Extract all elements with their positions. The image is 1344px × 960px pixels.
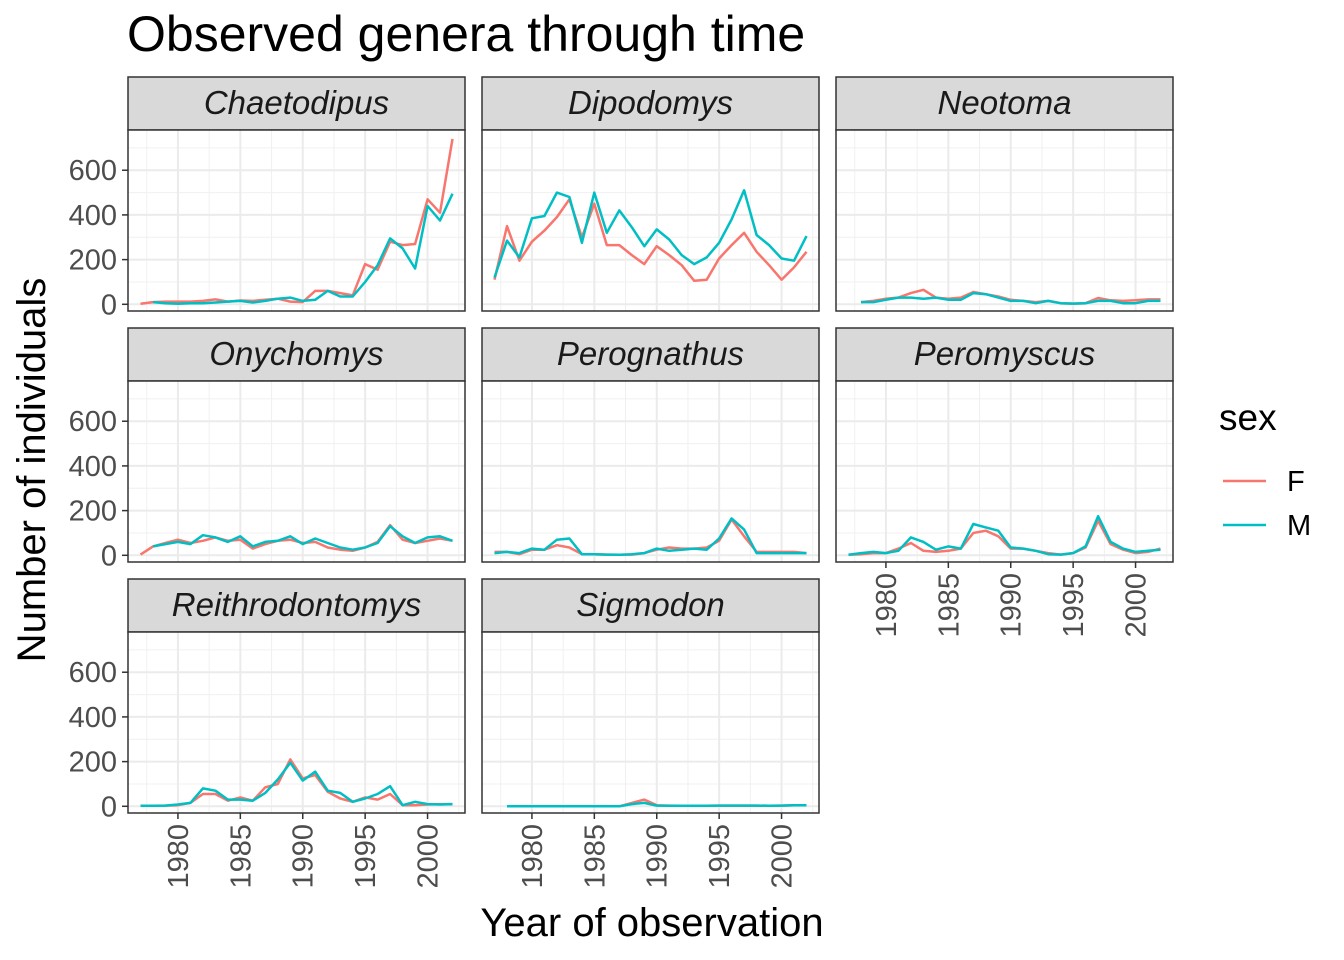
panel-onychomys: Onychomys 0 200 400 600	[69, 327, 466, 572]
panel-perognathus: Perognathus	[481, 327, 820, 563]
panel-peromyscus: Peromyscus 1980 1985 1990 1995 2000	[835, 327, 1174, 638]
y-tick-label: 400	[69, 702, 117, 734]
x-tick-label: 1995	[1058, 573, 1090, 638]
series-line-f	[493, 198, 808, 283]
y-tick-label: 400	[69, 451, 117, 483]
strip-background	[127, 327, 466, 382]
y-tick-label: 0	[101, 289, 117, 321]
y-tick-label: 0	[101, 791, 117, 823]
x-tick-label: 1985	[579, 824, 611, 889]
panel-border	[127, 129, 466, 312]
y-tick-label: 400	[69, 200, 117, 232]
panel-background	[482, 130, 819, 311]
strip-label: Dipodomys	[568, 84, 733, 121]
panel-background	[836, 381, 1173, 562]
strip-background	[835, 76, 1174, 131]
panel-border	[481, 380, 820, 563]
x-tick-label: 2000	[413, 824, 445, 889]
series-line-m	[848, 514, 1161, 557]
strip-label: Neotoma	[938, 84, 1072, 121]
strip-label: Chaetodipus	[204, 84, 389, 121]
series-line-m	[152, 524, 453, 551]
panel-neotoma: Neotoma	[835, 76, 1174, 312]
panel-background	[128, 381, 465, 562]
panel-dipodomys: Dipodomys	[481, 76, 820, 312]
x-tick-label: 1980	[517, 824, 549, 889]
x-tick-label: 1990	[642, 824, 674, 889]
series-line-m	[140, 761, 453, 808]
panel-reithrodontomys: Reithrodontomys 0 200 400 600 1980 1985 1990 199…	[69, 578, 466, 889]
legend-label-m: M	[1287, 510, 1311, 542]
strip-background	[835, 327, 1174, 382]
legend: sex F M	[1219, 397, 1311, 542]
x-tick-label: 1995	[350, 824, 382, 889]
y-tick-label: 600	[69, 406, 117, 438]
y-tick-label: 600	[69, 657, 117, 689]
x-tick-label: 2000	[767, 824, 799, 889]
panel-background	[128, 632, 465, 813]
x-tick-label: 1980	[871, 573, 903, 638]
x-tick-label: 1985	[225, 824, 257, 889]
x-tick-label: 1985	[933, 573, 965, 638]
panel-border	[835, 380, 1174, 563]
series-line-m	[861, 291, 1161, 305]
x-tick-label: 1980	[163, 824, 195, 889]
panel-background	[482, 632, 819, 813]
y-tick-label: 200	[69, 245, 117, 277]
x-tick-label: 1990	[288, 824, 320, 889]
legend-label-f: F	[1287, 466, 1305, 498]
chart-title: Observed genera through time	[127, 6, 805, 62]
strip-background	[127, 76, 466, 131]
legend-title: sex	[1219, 397, 1277, 438]
panel-background	[836, 130, 1173, 311]
series-line-m	[152, 193, 454, 306]
panel-background	[128, 130, 465, 311]
x-tick-label: 1990	[996, 573, 1028, 638]
panel-border	[127, 631, 466, 814]
panel-border	[835, 129, 1174, 312]
panel-sigmodon: Sigmodon 1980 1985 1990 1995 2000	[481, 578, 820, 889]
x-tick-label: 1995	[704, 824, 736, 889]
strip-label: Peromyscus	[914, 335, 1096, 372]
series-line-m	[493, 189, 808, 278]
series-line-f	[140, 138, 454, 306]
panel-border	[127, 380, 466, 563]
x-axis-title: Year of observation	[480, 901, 823, 945]
strip-label: Reithrodontomys	[172, 586, 421, 623]
panel-background	[482, 381, 819, 562]
series-line-m	[507, 801, 807, 808]
strip-label: Perognathus	[557, 335, 744, 372]
series-line-m	[494, 517, 807, 557]
y-tick-label: 600	[69, 155, 117, 187]
y-axis-title: Number of individuals	[10, 278, 54, 663]
panels-group: Chaetodipus 0 200 400 600 Dipodomys Neotoma Ony…	[69, 76, 1174, 889]
strip-background	[481, 327, 820, 382]
y-tick-label: 0	[101, 540, 117, 572]
y-tick-label: 200	[69, 496, 117, 528]
strip-label: Onychomys	[209, 335, 383, 372]
panel-border	[481, 129, 820, 312]
panel-border	[481, 631, 820, 814]
y-tick-label: 200	[69, 747, 117, 779]
x-tick-label: 2000	[1121, 573, 1153, 638]
strip-background	[481, 578, 820, 633]
panel-chaetodipus: Chaetodipus 0 200 400 600	[69, 76, 466, 321]
strip-label: Sigmodon	[576, 586, 725, 623]
